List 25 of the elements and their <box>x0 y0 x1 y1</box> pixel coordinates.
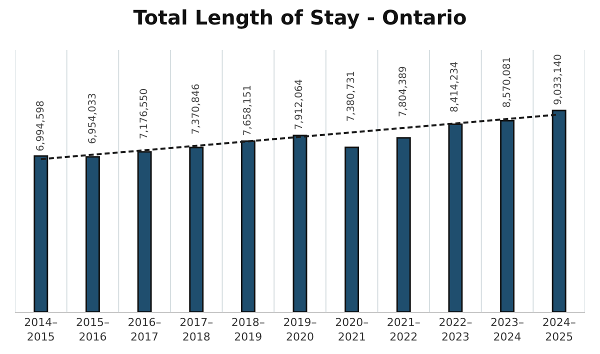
data-label: 7,912,064 <box>294 79 306 130</box>
x-tick-label: 2015– 2016 <box>76 316 110 344</box>
x-tick-label: 2016– 2017 <box>128 316 162 344</box>
x-tick-label: 2018– 2019 <box>231 316 265 344</box>
data-label: 7,658,151 <box>242 84 254 136</box>
data-label: 7,380,731 <box>346 70 357 122</box>
x-tick-label: 2022– 2023 <box>438 316 472 344</box>
data-label: 8,414,234 <box>449 62 460 112</box>
x-tick-label: 2020– 2021 <box>335 316 369 344</box>
data-label: 9,033,140 <box>553 54 564 106</box>
data-label: 7,176,550 <box>138 88 150 140</box>
x-tick-label: 2014– 2015 <box>24 316 58 344</box>
x-tick-label: 2024– 2025 <box>542 316 576 344</box>
data-label: 8,570,081 <box>502 56 513 108</box>
x-tick-label: 2019– 2020 <box>283 316 317 344</box>
bar <box>344 146 360 312</box>
data-label: 7,370,846 <box>191 84 202 135</box>
chart-title: Total Length of Stay - Ontario <box>133 6 467 30</box>
x-tick-label: 2023– 2024 <box>490 316 524 344</box>
x-tick-label: 2021– 2022 <box>386 316 420 344</box>
data-label: 6,954,033 <box>88 93 99 144</box>
data-label: 7,804,389 <box>398 66 410 118</box>
data-label: 6,994,598 <box>35 100 46 152</box>
x-tick-label: 2017– 2018 <box>180 316 214 344</box>
bar <box>396 137 411 312</box>
